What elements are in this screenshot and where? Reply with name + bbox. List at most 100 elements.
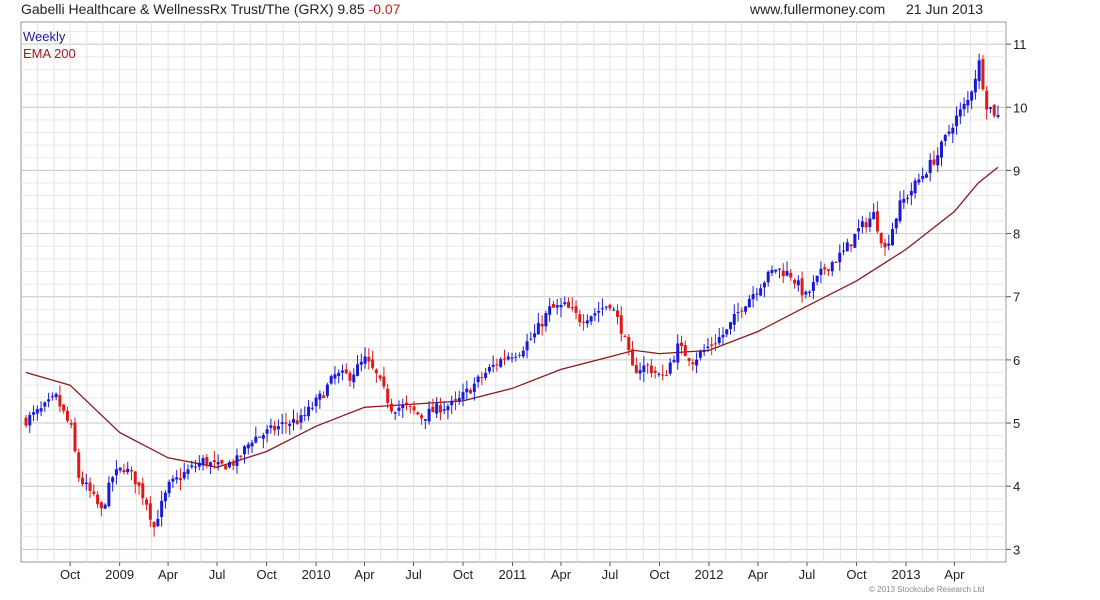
- candle-up: [186, 464, 190, 480]
- candle-body: [906, 197, 910, 199]
- candle-body: [62, 404, 66, 411]
- y-tick-label: 6: [1013, 353, 1020, 368]
- candle-down: [73, 417, 77, 453]
- candle-up: [751, 286, 755, 308]
- candle-body: [416, 412, 420, 415]
- candle-body: [687, 358, 691, 362]
- candle-body: [985, 90, 989, 110]
- candle-body: [808, 291, 812, 293]
- candle-body: [307, 406, 311, 417]
- candle-down: [322, 391, 326, 399]
- candle-down: [137, 481, 141, 495]
- candle-body: [713, 343, 717, 345]
- candle-body: [970, 91, 974, 101]
- candle-body: [186, 469, 190, 474]
- candle-up: [936, 147, 940, 172]
- candle-body: [480, 377, 484, 379]
- candle-body: [597, 310, 601, 313]
- candle-body: [661, 374, 665, 376]
- candle-body: [766, 271, 770, 283]
- candle-up: [838, 244, 842, 271]
- candle-body: [81, 477, 85, 484]
- candle-up: [698, 349, 702, 361]
- candle-body: [212, 460, 216, 463]
- candle-body: [619, 315, 623, 334]
- candle-up: [465, 380, 469, 401]
- candle-up: [472, 377, 476, 401]
- candle-body: [427, 408, 431, 422]
- x-tick-label: 2013: [892, 567, 921, 582]
- candle-body: [77, 452, 81, 478]
- candle-body: [495, 364, 499, 366]
- x-tick-label: Oct: [846, 567, 867, 582]
- candle-down: [567, 297, 571, 309]
- candle-body: [261, 435, 265, 439]
- candle-body: [868, 218, 872, 227]
- candle-down: [823, 263, 827, 275]
- candle-body: [65, 410, 69, 421]
- x-tick-label: Oct: [649, 567, 670, 582]
- candle-up: [47, 392, 51, 408]
- candle-body: [337, 372, 341, 377]
- candle-up: [725, 329, 729, 338]
- candle-body: [604, 306, 608, 308]
- candle-up: [299, 408, 303, 430]
- candle-up: [951, 123, 955, 144]
- candle-body: [171, 478, 175, 482]
- candle-up: [114, 460, 118, 485]
- candle-up: [766, 270, 770, 287]
- candle-down: [382, 366, 386, 390]
- candle-body: [785, 271, 789, 276]
- candle-up: [397, 400, 401, 416]
- candle-down: [239, 455, 243, 459]
- candle-body: [928, 159, 932, 174]
- candle-body: [744, 306, 748, 312]
- candle-up: [487, 364, 491, 375]
- candle-up: [450, 395, 454, 415]
- candle-body: [152, 522, 156, 528]
- candle-body: [450, 400, 454, 406]
- candle-body: [717, 337, 721, 344]
- candle-up: [525, 333, 529, 359]
- candle-up: [484, 367, 488, 381]
- candle-down: [371, 350, 375, 370]
- candle-down: [405, 395, 409, 411]
- candle-body: [533, 333, 537, 338]
- candle-up: [337, 369, 341, 384]
- candle-body: [804, 291, 808, 295]
- candle-body: [544, 313, 548, 327]
- candle-body: [453, 399, 457, 401]
- candle-down: [438, 397, 442, 421]
- candle-up: [54, 392, 58, 401]
- candle-body: [774, 269, 778, 272]
- candle-body: [491, 364, 495, 367]
- candle-up: [126, 461, 130, 475]
- candle-up: [39, 401, 43, 417]
- candle-body: [288, 423, 292, 426]
- candle-body: [295, 420, 299, 425]
- candle-body: [465, 388, 469, 393]
- candle-body: [273, 425, 277, 431]
- candle-body: [43, 402, 47, 407]
- candle-up: [107, 476, 111, 508]
- candle-body: [924, 174, 928, 178]
- candle-body: [939, 141, 943, 158]
- candle-down: [367, 348, 371, 370]
- candle-body: [973, 78, 977, 93]
- candle-down: [96, 491, 100, 509]
- candle-down: [65, 406, 69, 423]
- site-link[interactable]: www.fullermoney.com: [750, 1, 886, 17]
- candle-down: [981, 55, 985, 92]
- candle-down: [99, 501, 103, 517]
- candle-body: [872, 212, 876, 220]
- candle-body: [921, 176, 925, 179]
- candle-body: [438, 405, 442, 413]
- candle-body: [917, 179, 921, 183]
- candle-body: [397, 407, 401, 411]
- candle-up: [732, 304, 736, 332]
- candle-down: [826, 269, 830, 276]
- candle-up: [597, 301, 601, 323]
- candle-down: [348, 370, 352, 387]
- candle-body: [160, 500, 164, 518]
- candle-body: [578, 314, 582, 323]
